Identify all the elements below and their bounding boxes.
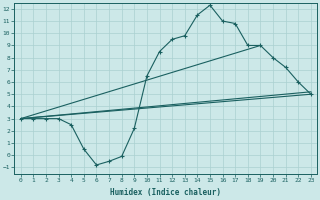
X-axis label: Humidex (Indice chaleur): Humidex (Indice chaleur): [110, 188, 221, 197]
